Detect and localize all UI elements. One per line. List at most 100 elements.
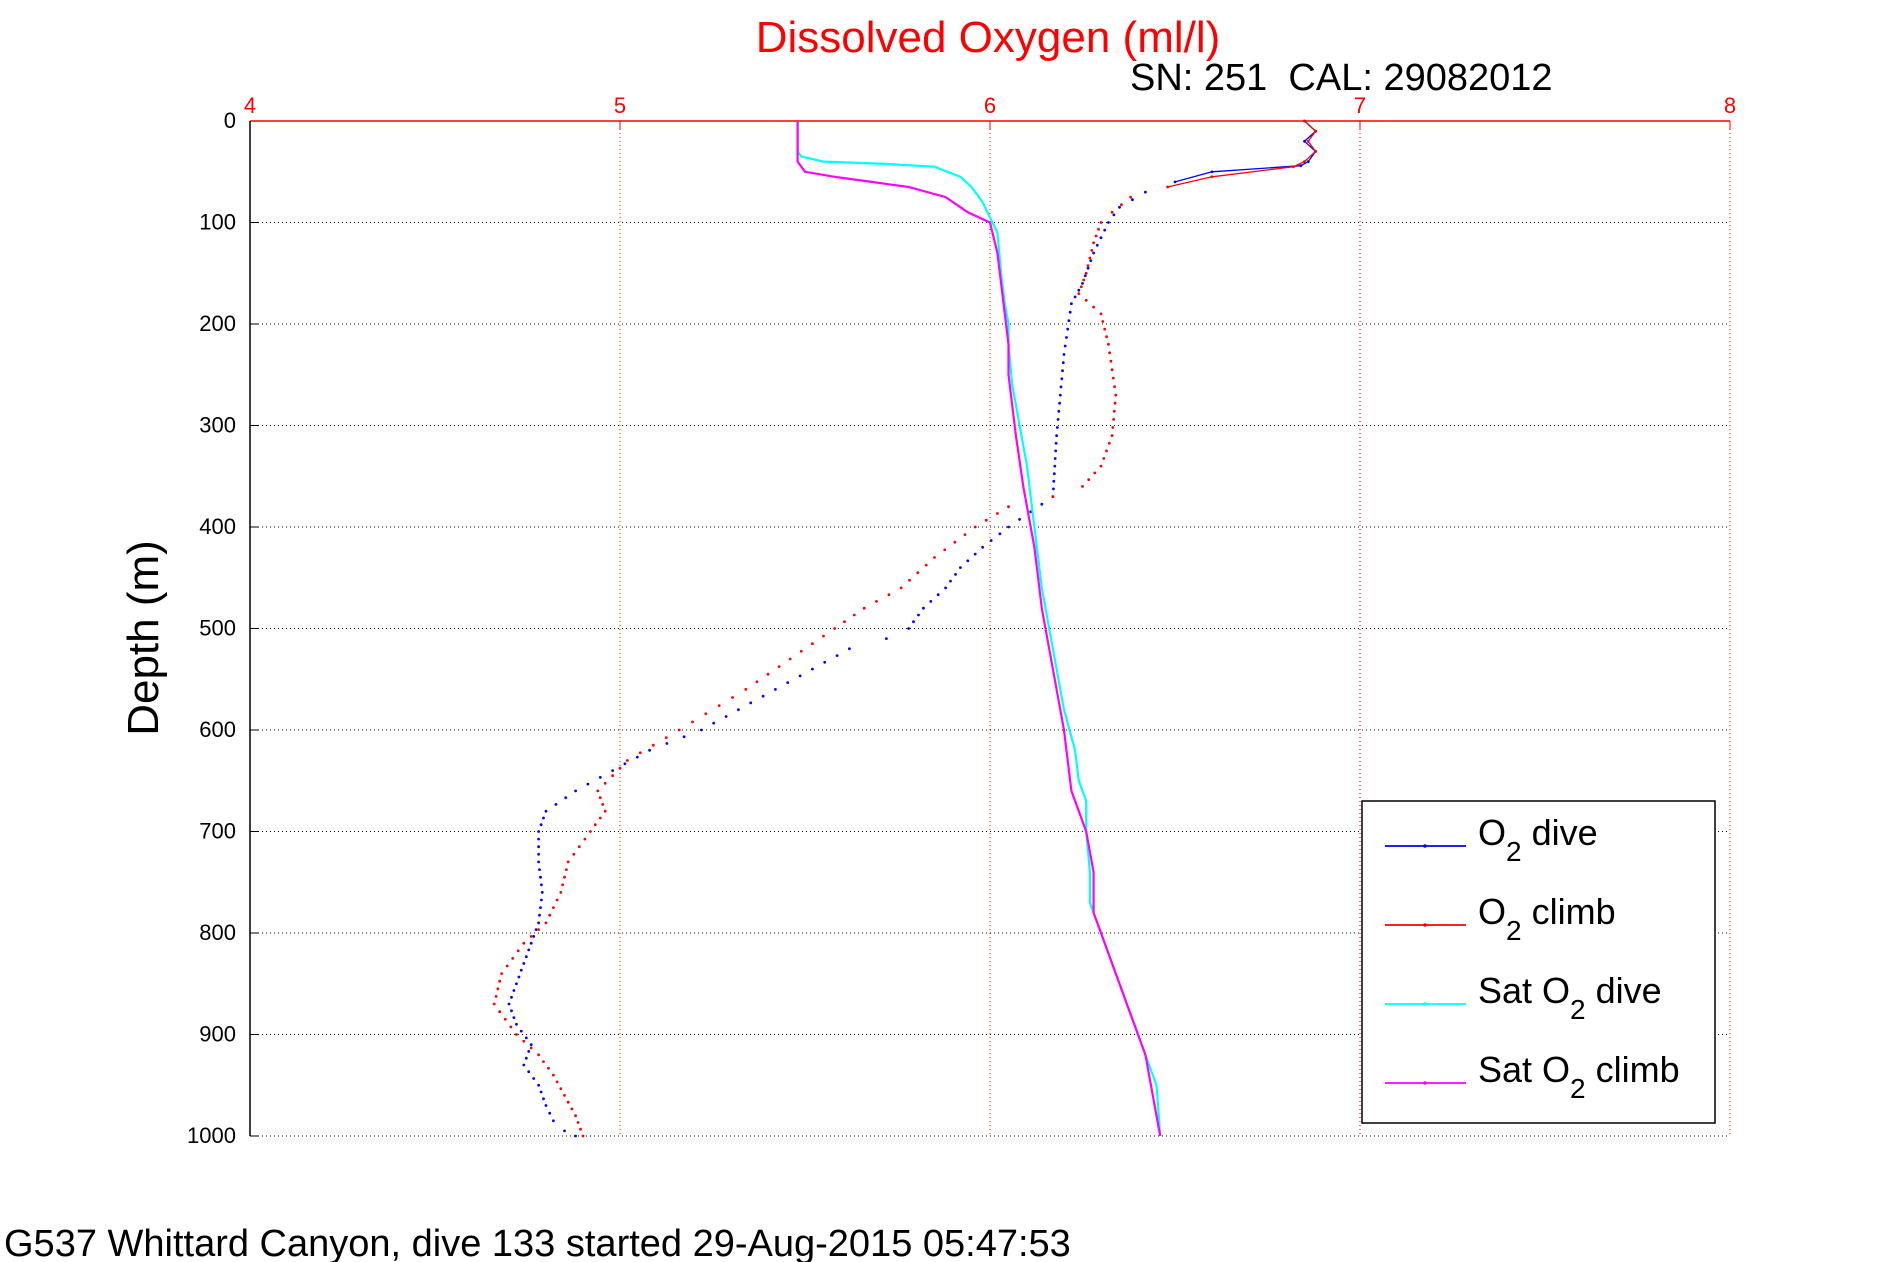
- series-point-o2-dive: [1054, 441, 1058, 445]
- series-point-o2-dive: [1092, 251, 1095, 255]
- series-point-o2-climb: [1113, 385, 1116, 388]
- series-point-o2-climb: [755, 680, 759, 684]
- series-point-o2-climb: [1086, 264, 1090, 267]
- series-point-o2-climb: [537, 928, 540, 931]
- series-point-o2-dive: [538, 868, 541, 871]
- series-point-o2-climb: [731, 696, 734, 699]
- series-point-o2-climb: [1112, 418, 1115, 421]
- dive-info-footer: G537 Whittard Canyon, dive 133 started 2…: [4, 1223, 1071, 1262]
- series-point-o2-climb: [833, 627, 836, 630]
- series-point-o2-dive: [635, 755, 639, 759]
- series-point-o2-dive: [811, 667, 814, 671]
- series-point-o2-dive: [1018, 518, 1021, 521]
- series-point-o2-dive: [774, 688, 777, 691]
- series-point-o2-dive: [1089, 259, 1093, 262]
- series-point-o2-dive: [540, 898, 543, 902]
- series-point-o2-climb: [563, 875, 566, 879]
- series-point-o2-dive: [537, 1083, 540, 1087]
- series-point-o2-dive: [712, 721, 716, 725]
- series-point-o2-climb: [1102, 457, 1106, 460]
- series-point-o2-dive: [973, 552, 977, 556]
- series-o2-dive: [507, 119, 1317, 1138]
- series-point-o2-climb: [563, 1094, 566, 1097]
- x-tick-label: 8: [1724, 93, 1736, 118]
- series-point-o2-dive: [835, 654, 839, 657]
- legend-swatch-marker: [1423, 1081, 1427, 1085]
- legend-box: [1361, 800, 1716, 1124]
- series-point-o2-climb: [963, 533, 967, 536]
- series-point-o2-dive: [529, 941, 533, 945]
- series-point-o2-dive: [936, 593, 940, 597]
- series-point-o2-dive: [1081, 282, 1084, 285]
- series-point-o2-climb: [1084, 298, 1088, 302]
- series-point-o2-climb: [1082, 278, 1086, 282]
- series-point-o2-climb: [611, 774, 614, 778]
- series-point-o2-climb: [529, 1046, 533, 1050]
- series-point-o2-climb: [1113, 401, 1117, 405]
- series-point-o2-dive: [929, 600, 933, 603]
- series-point-o2-dive: [1055, 426, 1059, 429]
- series-point-o2-dive: [537, 921, 540, 925]
- series-point-o2-climb: [516, 949, 520, 953]
- series-point-o2-dive: [519, 1029, 523, 1033]
- series-point-o2-dive: [1065, 336, 1068, 339]
- series-point-o2-climb: [1088, 256, 1092, 260]
- series-point-o2-dive: [542, 1097, 545, 1101]
- series-point-o2-climb: [1110, 434, 1114, 437]
- series-point-o2-dive: [959, 566, 962, 569]
- series-point-o2-dive: [949, 579, 952, 583]
- series-point-o2-climb: [973, 525, 977, 529]
- series-point-o2-climb: [1087, 478, 1091, 481]
- series-point-o2-dive: [1066, 327, 1070, 331]
- series-point-o2-dive: [522, 1063, 526, 1067]
- series-point-o2-climb: [500, 972, 503, 975]
- series-point-o2-climb: [559, 1087, 563, 1090]
- series-point-o2-dive: [648, 748, 651, 752]
- series-point-o2-climb: [1097, 227, 1100, 231]
- series-point-o2-climb: [598, 796, 602, 800]
- series-point-o2-climb: [1108, 351, 1111, 355]
- x-tick-label: 5: [614, 93, 626, 118]
- series-point-o2-climb: [1120, 203, 1123, 207]
- series-point-o2-climb: [522, 1039, 526, 1043]
- series-point-o2-dive: [1131, 198, 1134, 202]
- series-point-o2-climb: [583, 837, 587, 841]
- series-point-o2-climb: [593, 823, 597, 827]
- series-point-o2-dive: [1052, 479, 1056, 483]
- series-point-o2-dive: [1086, 266, 1090, 270]
- plot-series: [492, 119, 1317, 1138]
- x-tick-label: 6: [984, 93, 996, 118]
- series-o2-climb: [492, 119, 1317, 1138]
- series-point-o2-climb: [1111, 376, 1115, 380]
- series-point-o2-climb: [852, 613, 856, 617]
- series-point-o2-climb: [953, 540, 957, 544]
- series-point-o2-climb: [509, 1025, 513, 1029]
- series-point-o2-dive: [1095, 243, 1099, 247]
- series-point-o2-climb: [505, 964, 509, 968]
- legend-label: Sat O2 climb: [1478, 1049, 1680, 1104]
- legend-label-base: O: [1478, 812, 1506, 853]
- series-point-o2-dive: [1052, 472, 1056, 476]
- series-point-o2-dive: [527, 1070, 531, 1074]
- series-point-o2-climb: [811, 642, 814, 646]
- series-point-o2-dive: [537, 845, 540, 849]
- series-point-o2-climb: [537, 1053, 540, 1057]
- series-point-o2-climb: [555, 898, 559, 902]
- y-tick-label: 700: [199, 819, 236, 844]
- series-line-sat-o2-dive: [796, 121, 1162, 1137]
- series-point-o2-climb: [542, 1060, 545, 1063]
- series-point-o2-climb: [1103, 327, 1107, 331]
- series-point-o2-dive: [554, 803, 558, 806]
- series-point-o2-climb: [916, 571, 920, 575]
- y-tick-label: 500: [199, 616, 236, 641]
- series-point-o2-climb: [788, 657, 792, 661]
- series-line-o2-climb: [1167, 120, 1317, 188]
- series-point-o2-dive: [1070, 302, 1073, 306]
- legend-label-base: Sat O: [1478, 1049, 1570, 1090]
- series-point-o2-dive: [574, 1134, 577, 1138]
- y-tick-label: 800: [199, 920, 236, 945]
- sensor-calibration-info: SN: 251 CAL: 29082012: [1130, 57, 1553, 99]
- series-point-o2-climb: [875, 600, 878, 603]
- series-point-o2-dive: [539, 1090, 543, 1094]
- series-point-o2-dive: [700, 728, 703, 732]
